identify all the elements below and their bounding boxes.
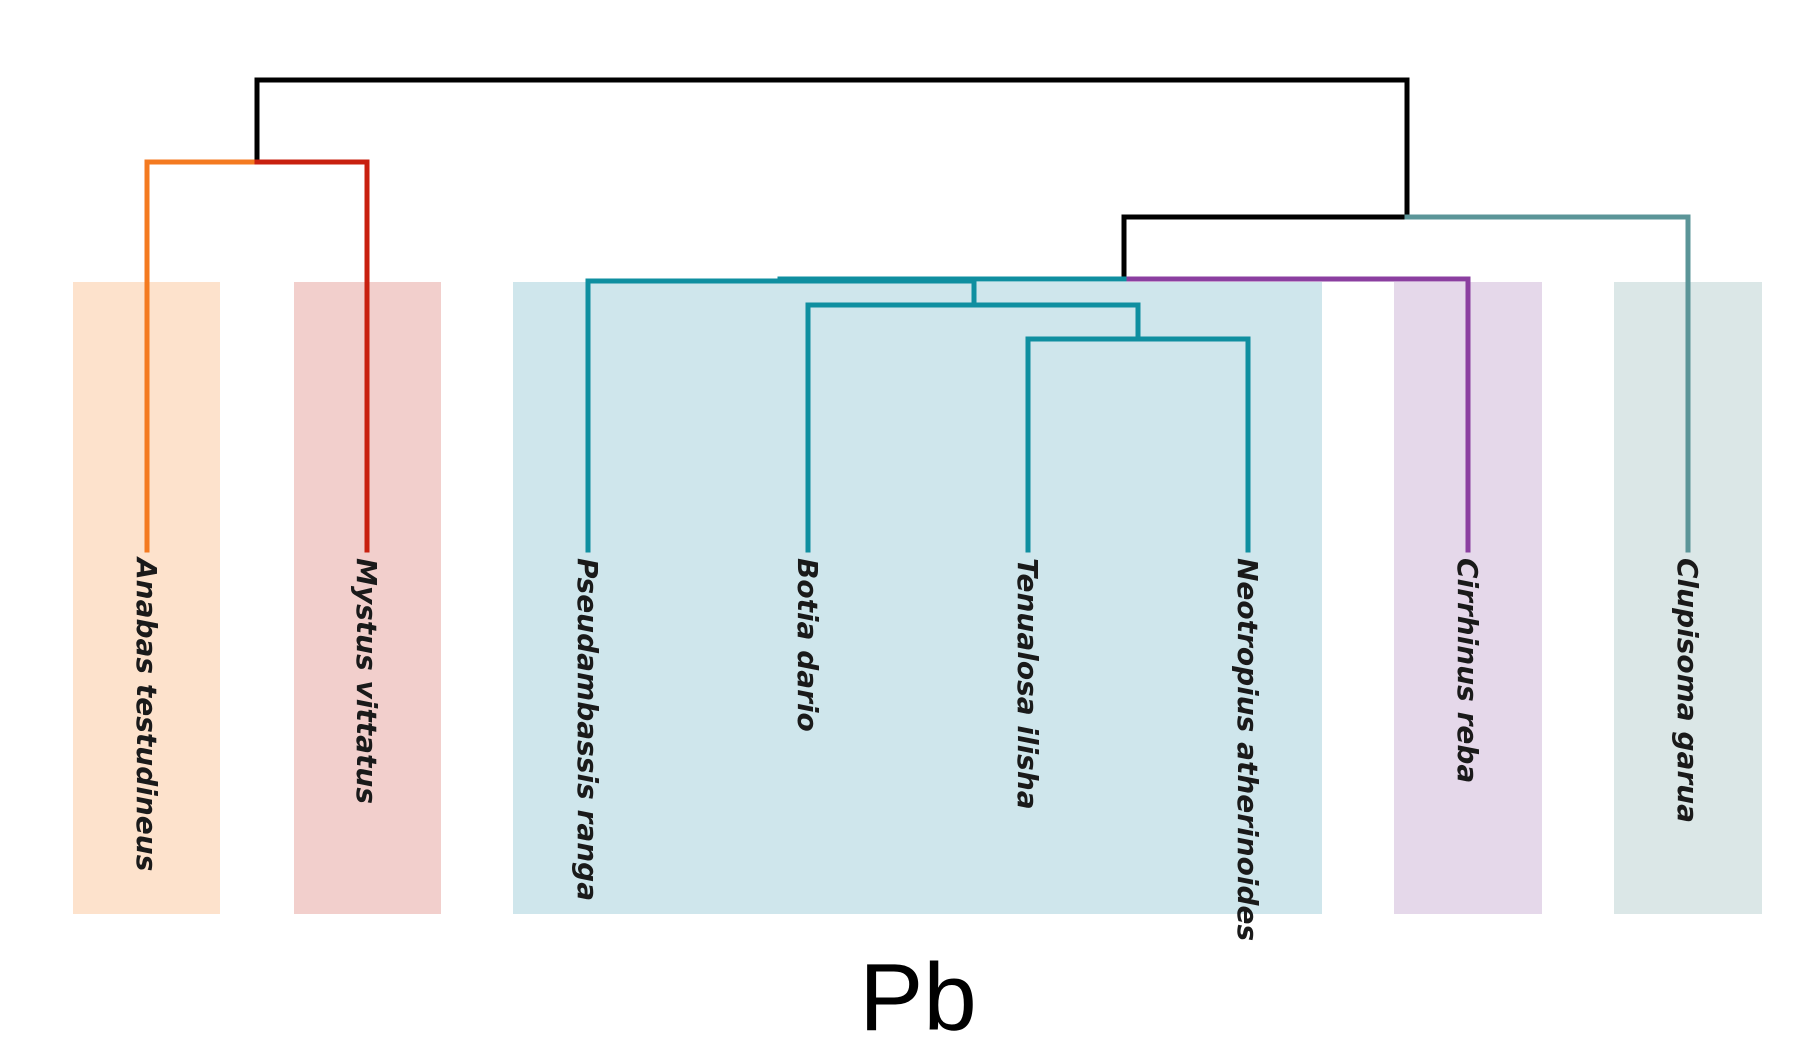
leaf-label-mystus: Mystus vittatus bbox=[350, 558, 383, 804]
branch-tenualosa bbox=[1025, 336, 1141, 553]
group-bands bbox=[73, 282, 1762, 914]
root-branch bbox=[254, 77, 1410, 220]
branch-anabas bbox=[144, 159, 260, 553]
branch-right-inner bbox=[1121, 214, 1410, 282]
leaf-label-cirrhinus: Cirrhinus reba bbox=[1451, 558, 1484, 783]
branch-botia bbox=[805, 302, 977, 553]
leaf-label-clupisoma: Clupisoma garua bbox=[1671, 558, 1704, 823]
leaf-label-tenualosa: Tenualosa ilisha bbox=[1011, 558, 1044, 810]
branch-teal-sub bbox=[971, 302, 1141, 342]
figure-caption: Pb bbox=[859, 944, 976, 1051]
leaf-label-botia: Botia dario bbox=[791, 558, 824, 732]
branch-pseudambassis bbox=[585, 278, 977, 553]
leaf-label-anabas: Anabas testudineus bbox=[130, 556, 163, 871]
leaf-label-neotropius: Neotropius atherinoides bbox=[1231, 558, 1264, 941]
branch-neotropius bbox=[1135, 336, 1251, 553]
leaf-labels: Anabas testudineus Mystus vittatus Pseudam… bbox=[130, 556, 1704, 941]
leaf-label-pseudambassis: Pseudambassis ranga bbox=[571, 558, 604, 901]
branch-clupisoma bbox=[1404, 214, 1691, 553]
dendrogram-branches bbox=[144, 77, 1691, 553]
branch-cirrhinus bbox=[1121, 276, 1471, 553]
branch-mystus bbox=[254, 159, 370, 553]
group-band-g3 bbox=[513, 282, 1322, 914]
